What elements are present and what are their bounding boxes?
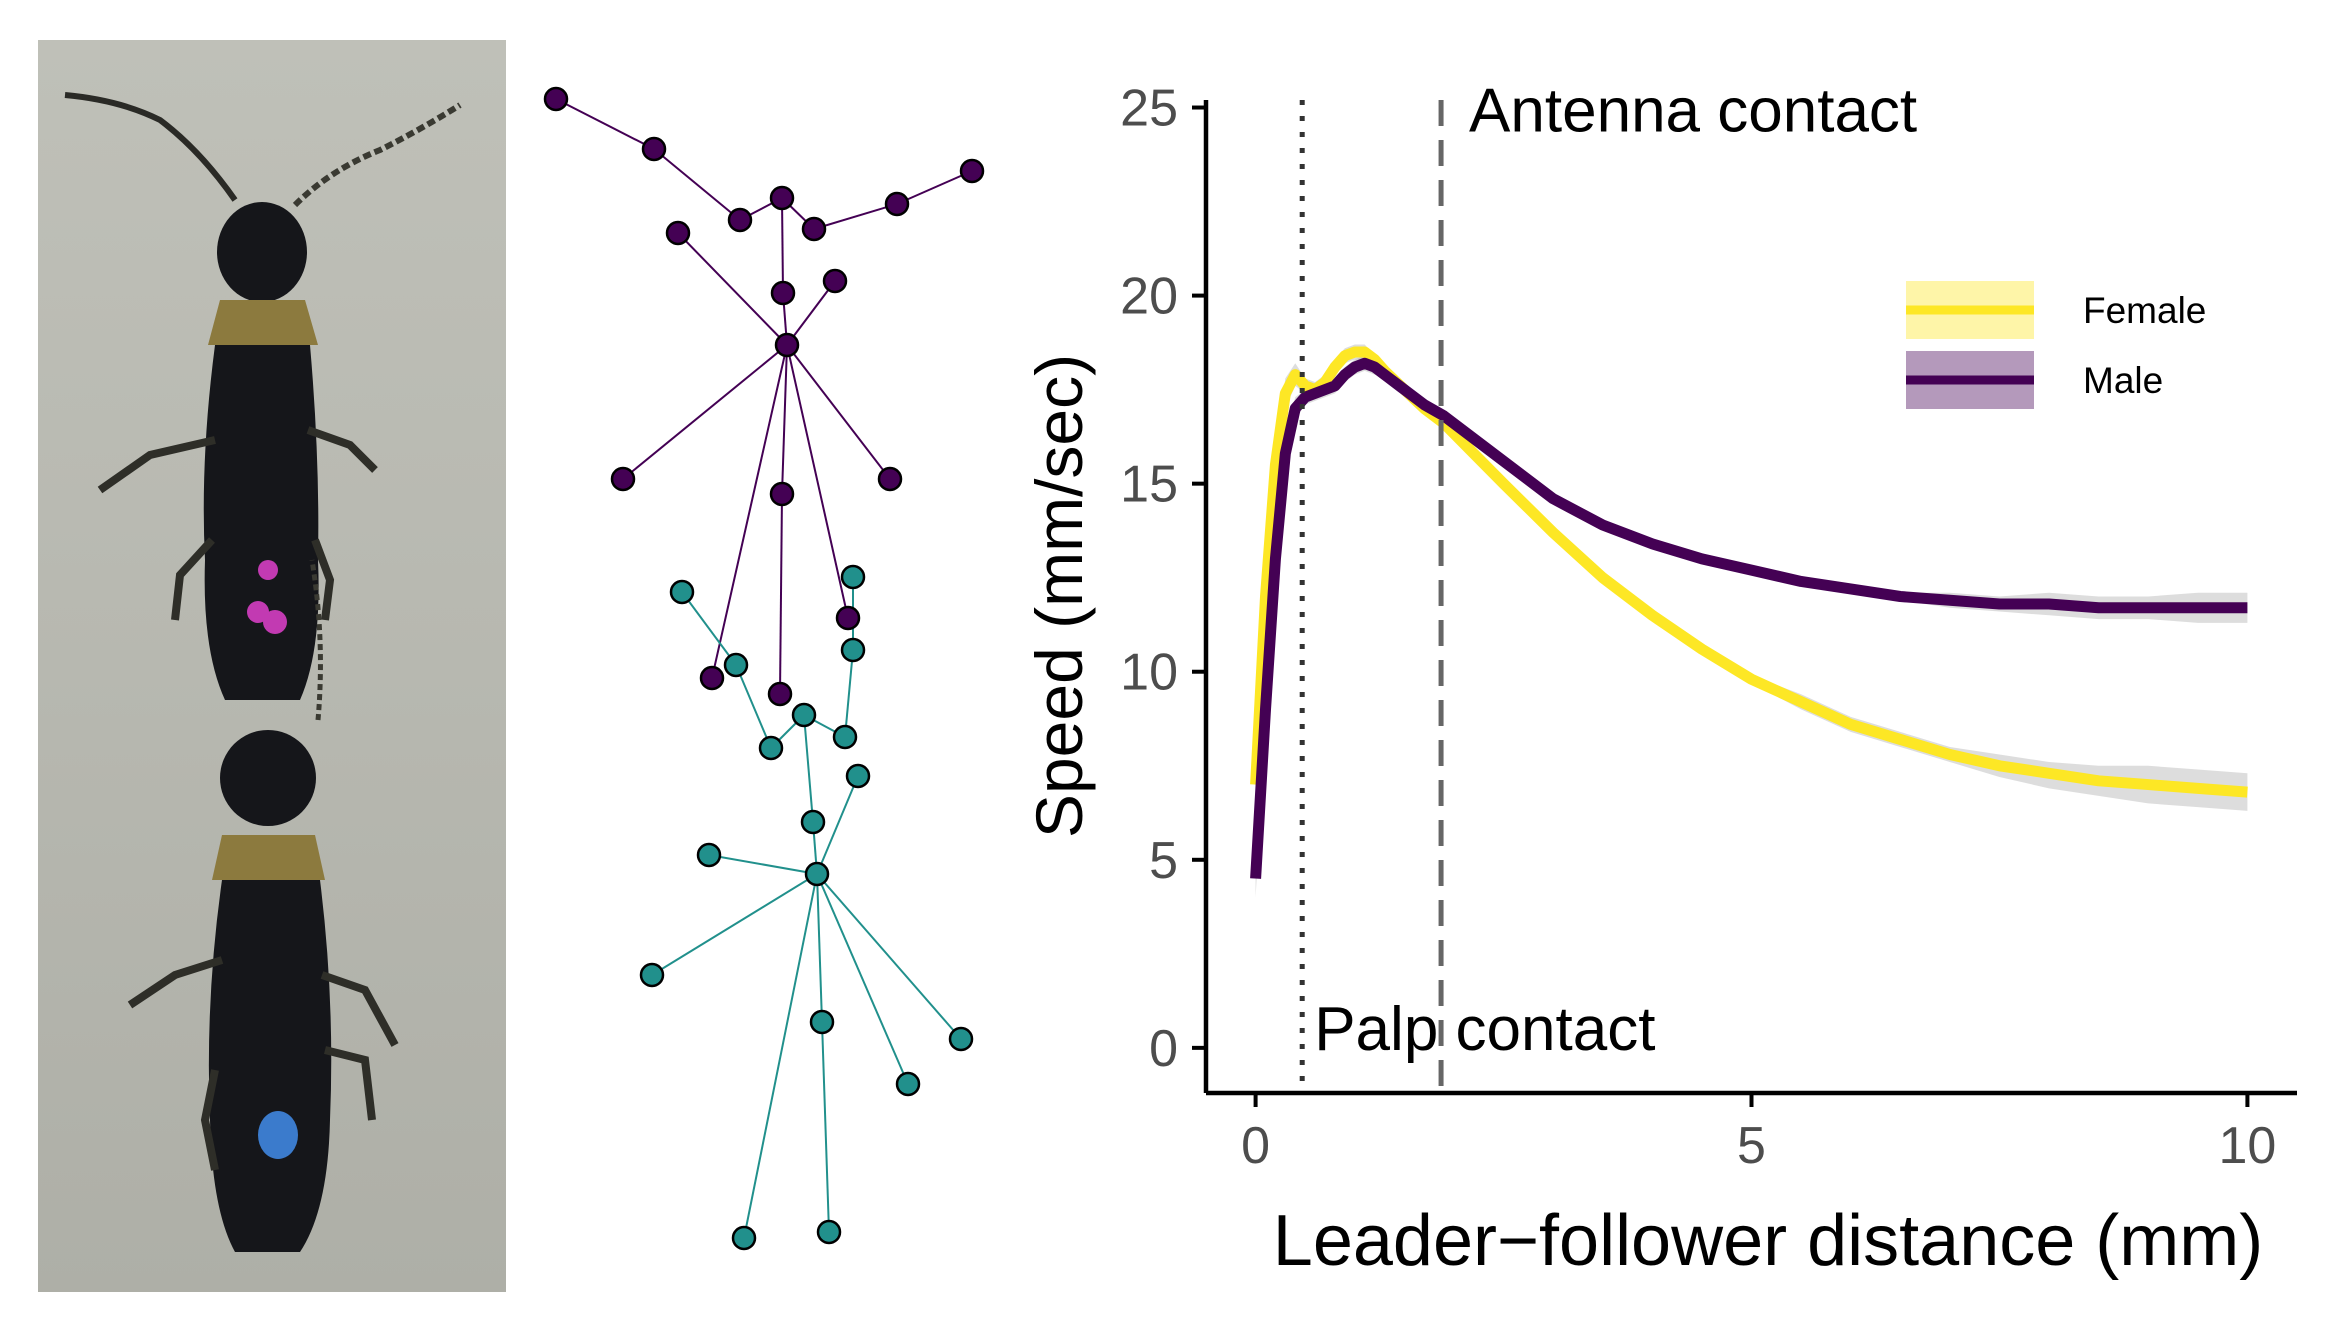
- joint-node: [959, 158, 985, 184]
- joint-node: [840, 637, 866, 663]
- joint-node: [816, 1219, 842, 1245]
- paint-mark: [258, 1111, 298, 1159]
- axes: 0 5 10 15 20 25 0 5 10: [1120, 80, 2297, 1175]
- leg: [320, 971, 399, 1047]
- y-tick-label: 15: [1120, 456, 1178, 514]
- joint-node: [767, 681, 793, 707]
- top-beetle: [64, 92, 462, 700]
- joint-node: [801, 216, 827, 242]
- leg: [127, 956, 224, 1009]
- leader-skeleton-nodes: [543, 86, 985, 707]
- joint-node: [791, 702, 817, 728]
- joint-node: [770, 280, 796, 306]
- y-tick-label: 25: [1120, 80, 1178, 138]
- pronotum: [212, 835, 325, 880]
- joint-node: [727, 207, 753, 233]
- leg: [97, 436, 216, 494]
- contact-reference-lines: [1299, 100, 1444, 1093]
- abdomen: [203, 345, 319, 700]
- joint-node: [641, 136, 667, 162]
- joint-node: [948, 1026, 974, 1052]
- series-line-female: [1250, 346, 2248, 798]
- y-tick-label: 20: [1120, 268, 1178, 326]
- series-line-male: [1250, 357, 2248, 879]
- joint-node: [884, 191, 910, 217]
- leg: [200, 1069, 219, 1171]
- x-ticks: 0 5 10: [1241, 1093, 2276, 1175]
- joint-node: [800, 809, 826, 835]
- x-axis-title: Leader−follower distance (mm): [1273, 1201, 2263, 1281]
- head: [220, 730, 316, 826]
- confidence-ribbons: [1255, 344, 2248, 898]
- paint-mark: [247, 560, 287, 634]
- joint-node: [696, 842, 722, 868]
- joint-node: [832, 724, 858, 750]
- joint-node: [845, 763, 871, 789]
- antenna-right: [292, 102, 462, 208]
- leg: [306, 426, 378, 473]
- y-tick-label: 5: [1149, 832, 1178, 890]
- series-lines: [1250, 346, 2248, 879]
- joint-node: [639, 962, 665, 988]
- joint-node: [610, 466, 636, 492]
- antenna-right: [309, 559, 323, 721]
- legend-label: Male: [2083, 360, 2163, 401]
- joint-node: [822, 268, 848, 294]
- leg: [311, 538, 335, 621]
- y-ticks: 0 5 10 15 20 25: [1120, 80, 1206, 1078]
- leg: [171, 537, 215, 621]
- joint-node: [840, 564, 866, 590]
- legend: Female Male: [1906, 281, 2206, 409]
- joint-node: [774, 332, 800, 358]
- antenna-contact-label: Antenna contact: [1469, 77, 1917, 146]
- x-tick-label: 10: [2218, 1117, 2276, 1175]
- head: [217, 202, 307, 302]
- x-tick-label: 0: [1241, 1117, 1270, 1175]
- joint-node: [835, 605, 861, 631]
- follower-skeleton-nodes: [639, 564, 974, 1251]
- joint-node: [669, 579, 695, 605]
- joint-node: [543, 86, 569, 112]
- palp-contact-label: Palp contact: [1314, 995, 1655, 1064]
- abdomen: [208, 880, 332, 1252]
- joint-node: [699, 665, 725, 691]
- joint-node: [769, 481, 795, 507]
- joint-node: [769, 185, 795, 211]
- beetle-pair-photo: [38, 40, 506, 1292]
- ribbon-male: [1255, 355, 2248, 898]
- pose-skeleton: [543, 86, 985, 1251]
- joint-node: [665, 220, 691, 246]
- leader-skeleton-edges: [555, 98, 973, 695]
- pronotum: [208, 300, 318, 345]
- x-tick-label: 5: [1737, 1117, 1766, 1175]
- antenna-left: [64, 92, 238, 202]
- y-tick-label: 0: [1149, 1020, 1178, 1078]
- joint-node: [809, 1009, 835, 1035]
- joint-node: [758, 735, 784, 761]
- joint-node: [804, 861, 830, 887]
- speed-distance-plot: Palp contact Antenna contact 0 5 10 15 20 25 …: [1022, 77, 2297, 1281]
- ribbon-female: [1255, 344, 2248, 811]
- follower-skeleton-edges: [651, 577, 962, 1239]
- contact-labels: Palp contact Antenna contact: [1314, 77, 1917, 1064]
- y-axis-title: Speed (mm/sec): [1022, 354, 1096, 838]
- joint-node: [877, 466, 903, 492]
- bottom-beetle: [127, 559, 399, 1252]
- joint-node: [731, 1225, 757, 1251]
- y-tick-label: 10: [1120, 644, 1178, 702]
- leg: [324, 1046, 376, 1121]
- legend-label: Female: [2083, 290, 2206, 331]
- joint-node: [895, 1071, 921, 1097]
- joint-node: [723, 652, 749, 678]
